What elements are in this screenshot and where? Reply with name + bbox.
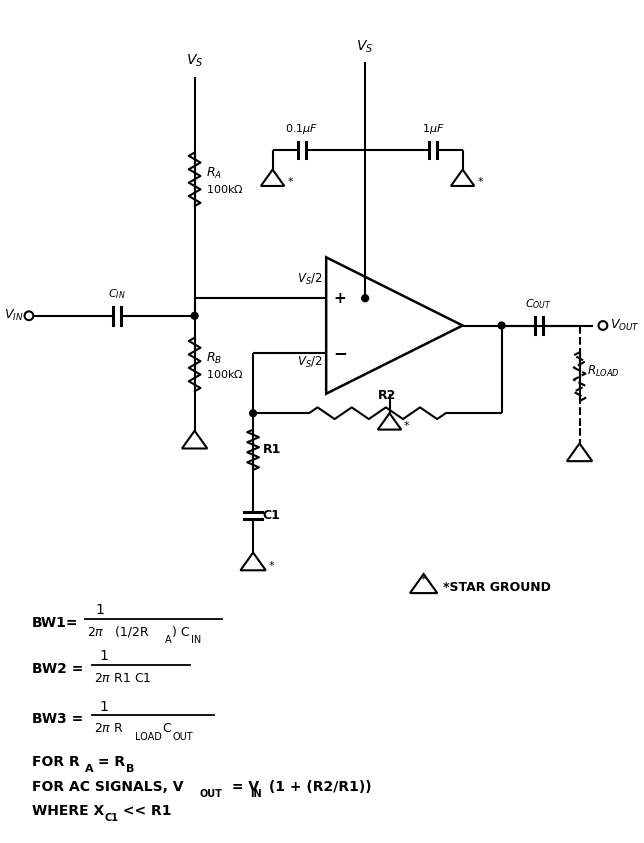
Text: 100k$\Omega$: 100k$\Omega$	[206, 368, 244, 380]
Text: $V_S$: $V_S$	[186, 53, 204, 69]
Text: LOAD: LOAD	[135, 732, 162, 742]
Text: $V_{IN}$: $V_{IN}$	[4, 309, 23, 324]
Circle shape	[362, 295, 368, 302]
Text: $R_{LOAD}$: $R_{LOAD}$	[587, 364, 620, 379]
Circle shape	[191, 313, 198, 319]
Text: $V_S/2$: $V_S/2$	[297, 271, 322, 287]
Text: C1: C1	[263, 509, 281, 522]
Text: A: A	[166, 636, 172, 645]
Text: WHERE X: WHERE X	[32, 804, 104, 818]
Circle shape	[250, 410, 256, 416]
Text: C: C	[162, 722, 171, 735]
Text: −: −	[333, 344, 346, 362]
Text: FOR AC SIGNALS, V: FOR AC SIGNALS, V	[32, 781, 184, 794]
Text: $C_{IN}$: $C_{IN}$	[108, 287, 126, 301]
Text: OUT: OUT	[200, 789, 222, 799]
Text: $V_S/2$: $V_S/2$	[297, 355, 322, 370]
Text: $2\pi$ R1 C1: $2\pi$ R1 C1	[94, 672, 152, 685]
Text: B: B	[126, 764, 135, 774]
Text: << R1: << R1	[118, 804, 171, 818]
Text: *: *	[421, 575, 426, 585]
Circle shape	[498, 322, 505, 329]
Text: R1: R1	[263, 443, 281, 456]
Text: $0.1\mu F$: $0.1\mu F$	[285, 122, 319, 137]
Text: 1: 1	[96, 603, 104, 617]
Text: A: A	[84, 764, 93, 774]
Text: 100k$\Omega$: 100k$\Omega$	[206, 183, 244, 195]
Text: $2\pi$: $2\pi$	[88, 626, 105, 639]
Text: *STAR GROUND: *STAR GROUND	[443, 581, 551, 594]
Text: IN: IN	[191, 636, 201, 645]
Text: (1 + (R2/R1)): (1 + (R2/R1))	[264, 781, 372, 794]
Text: *: *	[404, 421, 410, 431]
Text: $C_{OUT}$: $C_{OUT}$	[526, 297, 552, 311]
Text: FOR R: FOR R	[32, 755, 80, 769]
Text: 1: 1	[100, 649, 108, 663]
Text: = R: = R	[93, 755, 126, 769]
Text: C1: C1	[105, 813, 119, 823]
Text: $R_A$: $R_A$	[206, 166, 222, 181]
Text: $V_S$: $V_S$	[357, 38, 374, 55]
Text: 1: 1	[100, 700, 108, 713]
Text: $2\pi$ R: $2\pi$ R	[94, 722, 124, 735]
Text: IN: IN	[250, 789, 262, 799]
Text: *: *	[477, 177, 483, 187]
Text: *: *	[287, 177, 293, 187]
Text: BW2 =: BW2 =	[32, 662, 83, 675]
Text: BW1=: BW1=	[32, 615, 79, 630]
Text: $1\mu F$: $1\mu F$	[422, 122, 445, 137]
Text: (1/2R: (1/2R	[111, 626, 148, 639]
Text: = V: = V	[227, 781, 259, 794]
Text: OUT: OUT	[172, 732, 193, 742]
Text: R2: R2	[378, 389, 396, 401]
Text: ) C: ) C	[172, 626, 190, 639]
Text: *: *	[269, 561, 274, 572]
Text: $V_{OUT}$: $V_{OUT}$	[610, 318, 639, 333]
Text: +: +	[334, 291, 346, 306]
Text: $R_B$: $R_B$	[206, 351, 222, 366]
Text: BW3 =: BW3 =	[32, 712, 83, 726]
